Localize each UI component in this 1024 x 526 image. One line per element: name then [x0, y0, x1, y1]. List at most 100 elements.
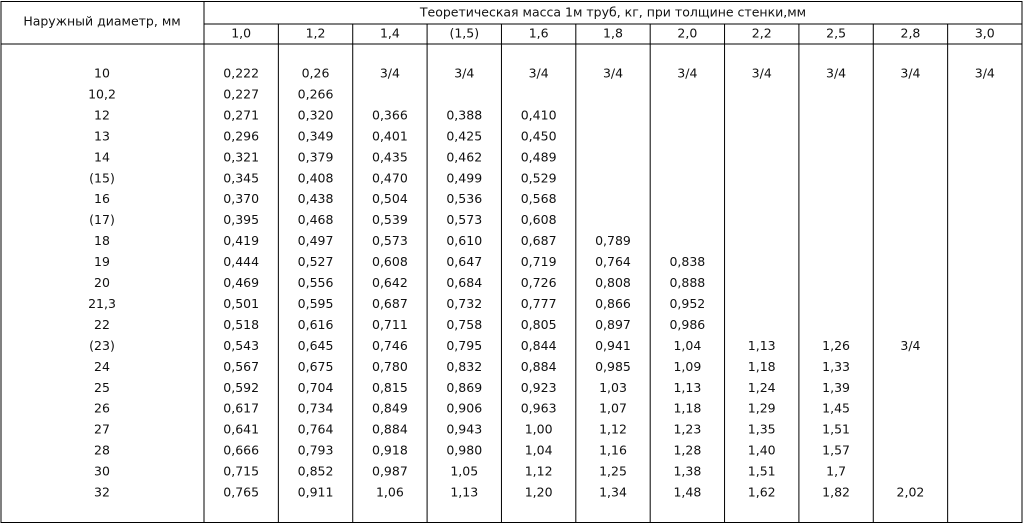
- mass-cell: 0,450: [521, 128, 557, 143]
- mass-cell: 0,849: [372, 401, 408, 416]
- mass-cell: 1,04: [525, 443, 553, 458]
- mass-cell: 0,687: [372, 296, 408, 311]
- mass-cell: 0,687: [521, 233, 557, 248]
- mass-cell: 0,941: [595, 338, 631, 353]
- mass-cell: 1,13: [673, 380, 701, 395]
- mass-cell: 0,379: [298, 149, 334, 164]
- diameter-cell: 21,3: [88, 296, 116, 311]
- mass-cell: 0,568: [521, 191, 557, 206]
- mass-cell: 0,719: [521, 254, 557, 269]
- mass-cell: 0,711: [372, 317, 408, 332]
- thickness-header: 1,4: [380, 26, 400, 41]
- mass-cell: 0,684: [446, 275, 482, 290]
- mass-cell: 0,645: [298, 338, 334, 353]
- mass-cell: 2,02: [897, 485, 925, 500]
- mass-cell: 1,7: [826, 464, 846, 479]
- mass-cell: 1,45: [822, 401, 850, 416]
- mass-cell: 1,57: [822, 443, 850, 458]
- mass-cell: 0,501: [223, 296, 259, 311]
- mass-cell: 0,985: [595, 359, 631, 374]
- mass-cell: 0,726: [521, 275, 557, 290]
- mass-cell: 0,536: [446, 191, 482, 206]
- mass-cell: 0,410: [521, 107, 557, 122]
- diameter-header: Наружный диаметр, мм: [23, 14, 180, 29]
- mass-cell: 0,795: [446, 338, 482, 353]
- mass-cell: 0,918: [372, 443, 408, 458]
- mass-cell: 0,987: [372, 464, 408, 479]
- mass-cell: 0,734: [298, 401, 334, 416]
- diameter-cell: 10: [94, 66, 110, 81]
- mass-cell: 1,24: [748, 380, 776, 395]
- mass-cell: 0,595: [298, 296, 334, 311]
- mass-cell: 0,539: [372, 212, 408, 227]
- mass-cell: 3/4: [900, 338, 920, 353]
- mass-cell: 0,852: [298, 464, 334, 479]
- mass-cell: 0,963: [521, 401, 557, 416]
- mass-cell: 0,419: [223, 233, 259, 248]
- mass-cell: 1,03: [599, 380, 627, 395]
- mass-cell: 0,777: [521, 296, 557, 311]
- mass-cell: 0,943: [446, 422, 482, 437]
- diameter-cell: 30: [94, 464, 110, 479]
- mass-cell: 1,09: [673, 359, 701, 374]
- mass-cell: 0,462: [446, 149, 482, 164]
- thickness-header: 1,8: [603, 26, 623, 41]
- diameter-cell: (17): [89, 212, 115, 227]
- mass-cell: 1,13: [450, 485, 478, 500]
- mass-cell: 0,647: [446, 254, 482, 269]
- mass-cell: 0,610: [446, 233, 482, 248]
- mass-cell: 1,62: [748, 485, 776, 500]
- mass-cell: 0,499: [446, 170, 482, 185]
- mass-cell: 0,808: [595, 275, 631, 290]
- thickness-header: 2,8: [901, 26, 921, 41]
- mass-cell: 3/4: [454, 66, 474, 81]
- mass-cell: 0,923: [521, 380, 557, 395]
- mass-cell: 3/4: [529, 66, 549, 81]
- mass-cell: 1,07: [599, 401, 627, 416]
- mass-cell: 0,408: [298, 170, 334, 185]
- thickness-header: 1,2: [306, 26, 326, 41]
- mass-cell: 0,425: [446, 128, 482, 143]
- diameter-cell: 13: [94, 128, 110, 143]
- mass-cell: 1,12: [525, 464, 553, 479]
- mass-cell: 0,266: [298, 86, 334, 101]
- mass-cell: 1,40: [748, 443, 776, 458]
- mass-cell: 0,764: [595, 254, 631, 269]
- mass-cell: 0,704: [298, 380, 334, 395]
- mass-cell: 1,28: [673, 443, 701, 458]
- mass-cell: 0,349: [298, 128, 334, 143]
- mass-cell: 1,25: [599, 464, 627, 479]
- mass-cell: 1,26: [822, 338, 850, 353]
- mass-cell: 1,12: [599, 422, 627, 437]
- mass-cell: 0,838: [669, 254, 705, 269]
- mass-cell: 0,911: [298, 485, 334, 500]
- mass-cell: 3/4: [900, 66, 920, 81]
- mass-cell: 0,780: [372, 359, 408, 374]
- mass-cell: 0,529: [521, 170, 557, 185]
- diameter-cell: 26: [94, 401, 110, 416]
- mass-cell: 0,666: [223, 443, 259, 458]
- mass-cell: 0,26: [302, 66, 330, 81]
- mass-cell: 0,222: [223, 66, 259, 81]
- mass-cell: 0,497: [298, 233, 334, 248]
- mass-cell: 0,906: [446, 401, 482, 416]
- mass-cell: 0,470: [372, 170, 408, 185]
- mass-cell: 1,35: [748, 422, 776, 437]
- mass-cell: 0,370: [223, 191, 259, 206]
- mass-cell: 0,592: [223, 380, 259, 395]
- thickness-header: 2,0: [677, 26, 697, 41]
- mass-cell: 1,48: [673, 485, 701, 500]
- mass-cell: 0,321: [223, 149, 259, 164]
- mass-cell: 3/4: [603, 66, 623, 81]
- mass-cell: 0,986: [669, 317, 705, 332]
- mass-cell: 0,345: [223, 170, 259, 185]
- mass-cell: 3/4: [826, 66, 846, 81]
- mass-cell: 0,227: [223, 86, 259, 101]
- mass-cell: 0,573: [372, 233, 408, 248]
- mass-cell: 0,952: [669, 296, 705, 311]
- diameter-cell: 20: [94, 275, 110, 290]
- diameter-cell: 27: [94, 422, 110, 437]
- mass-cell: 0,573: [446, 212, 482, 227]
